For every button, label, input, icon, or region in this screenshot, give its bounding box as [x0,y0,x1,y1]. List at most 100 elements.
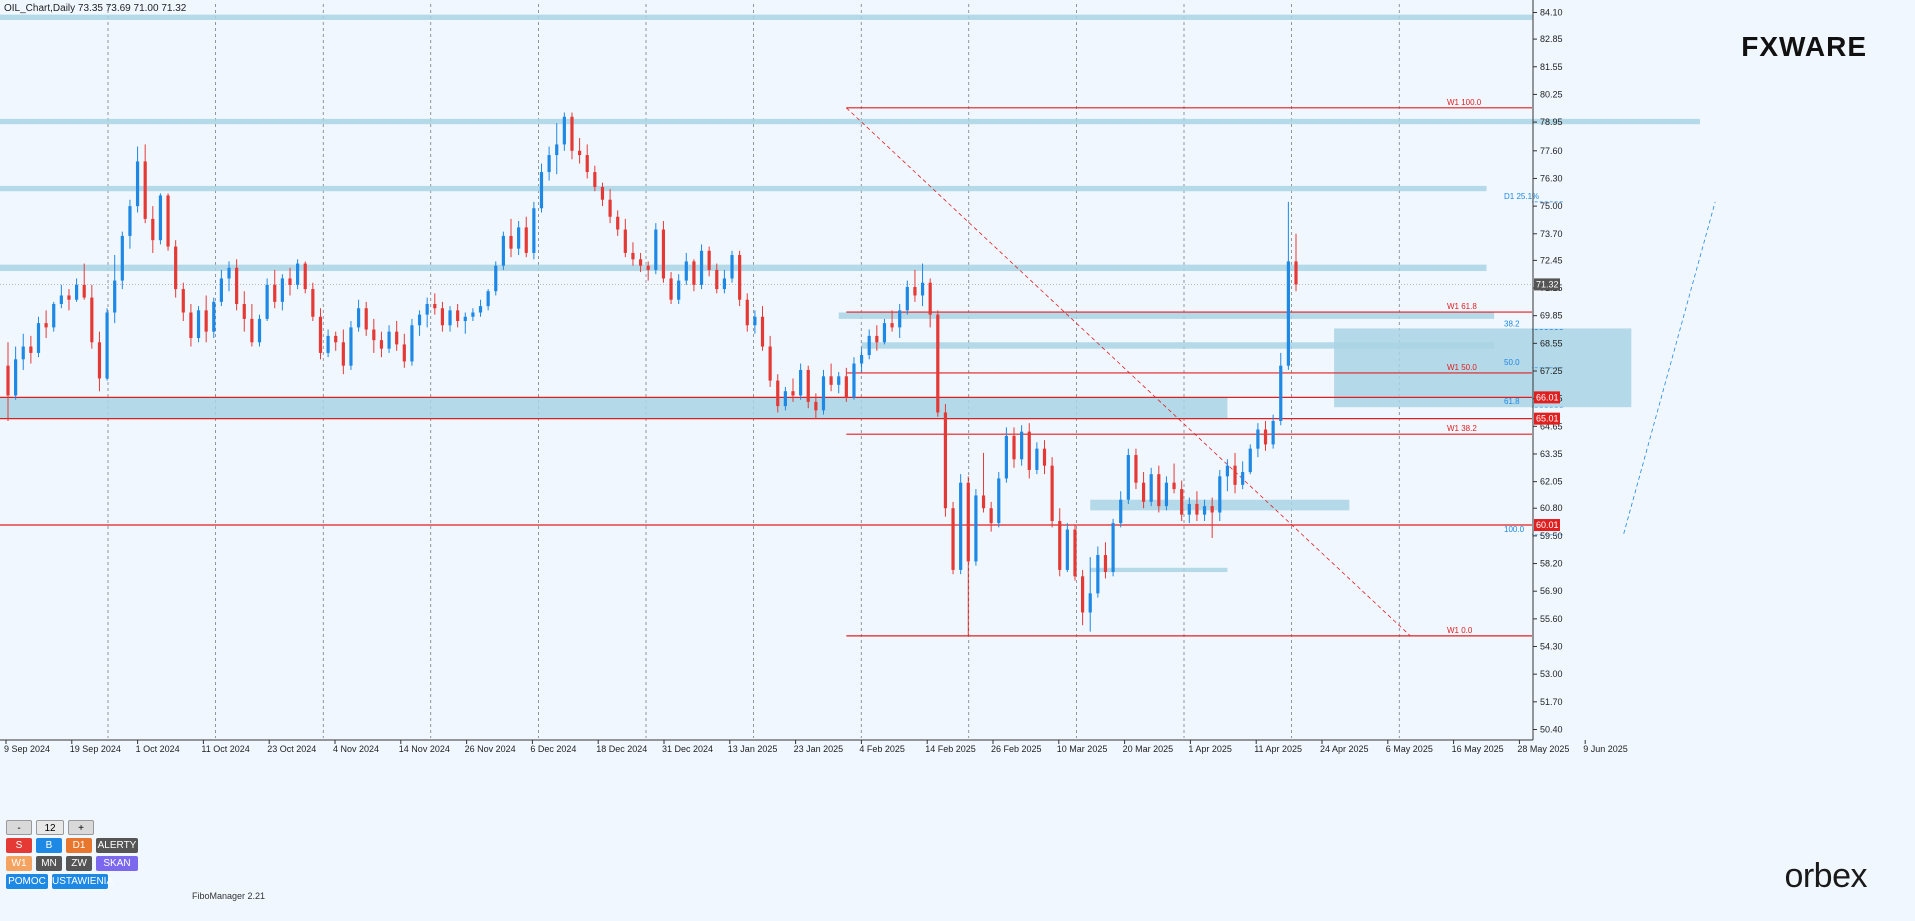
candle-body [859,355,864,364]
y-tick-label: 82.85 [1540,34,1563,44]
settings-button[interactable]: USTAWIENIA [52,874,114,889]
candle-body [783,391,787,407]
y-tick-label: 77.60 [1540,146,1563,156]
candle-body [1218,476,1222,513]
candle-body [1103,555,1108,573]
candle-body [882,323,887,343]
candle [1103,542,1108,579]
scan-button[interactable]: SKAN [96,856,138,871]
candle [417,310,422,336]
mn-button[interactable]: MN [36,856,62,871]
x-tick-label: 31 Dec 2024 [662,744,713,754]
candle-body [547,155,551,173]
candle-body [311,289,315,317]
candle [783,386,787,411]
x-tick-label: 13 Jan 2025 [728,744,778,754]
price-tag-label: 65.01 [1536,414,1559,424]
candle [82,263,86,300]
buy-button[interactable]: B [36,838,62,853]
candle-body [898,310,902,328]
d1-button[interactable]: D1 [66,838,92,853]
x-tick-label: 18 Dec 2024 [596,744,647,754]
candle [166,193,170,251]
candle [212,297,216,339]
candle [1065,523,1069,573]
candle [1210,497,1214,539]
alerts-button[interactable]: ALERTY [96,838,138,853]
candle [837,372,841,394]
candle [1233,452,1237,494]
x-tick-label: 11 Oct 2024 [201,744,249,754]
candle-body [1065,529,1069,570]
x-tick-label: 14 Nov 2024 [399,744,450,754]
y-tick-label: 62.05 [1540,477,1563,487]
candle [585,144,589,179]
fib-d1-label: 38.2 [1504,320,1520,329]
candle [859,348,864,373]
candle [524,216,528,258]
candle-body [1157,474,1161,507]
candle [890,310,894,332]
candle [577,138,582,164]
fib-w1-label: W1 38.2 [1447,424,1477,433]
candle-body [242,303,246,319]
candle [44,310,48,339]
decrement-button[interactable]: - [6,820,32,835]
candle [372,318,376,353]
candle-body [303,263,307,290]
candle [311,282,315,322]
w1-button[interactable]: W1 [6,856,32,871]
y-tick-label: 80.25 [1540,89,1563,99]
candle-body [1004,435,1008,479]
candle-body [1073,529,1077,577]
candle [303,261,307,294]
candle [456,303,460,328]
count-value[interactable]: 12 [36,820,64,835]
candle [174,240,178,298]
candle [97,331,102,392]
candle [501,231,505,270]
zw-button[interactable]: ZW [66,856,92,871]
candle [326,329,330,358]
candle-body [1248,448,1252,473]
y-tick-label: 64.65 [1540,421,1563,431]
candle [257,314,262,347]
candle-body [1263,429,1268,445]
x-tick-label: 6 Dec 2024 [530,744,576,754]
candle [745,293,749,332]
symbol-header: OIL_Chart,Daily 73.35 73.69 71.00 71.32 [4,3,187,14]
candle [638,252,643,273]
candle-body [36,323,41,353]
candle-body [928,282,932,315]
increment-button[interactable]: + [68,820,94,835]
candle-body [638,259,643,266]
candle-body [654,229,658,270]
candle-body [905,286,909,311]
help-button[interactable]: POMOC [6,874,48,889]
zone [0,397,1228,419]
candle [776,374,780,413]
candle [410,318,414,366]
x-tick-label: 10 Mar 2025 [1057,744,1108,754]
candle [1119,491,1123,528]
sell-button[interactable]: S [6,838,32,853]
candle-body [235,267,239,304]
candle-body [608,199,612,217]
candle [1050,457,1054,528]
candle [379,331,384,358]
candle-body [212,301,216,332]
candle-body [456,310,460,322]
candle-body [417,314,422,326]
candle [623,218,627,258]
level-lines: W1 100.0 W1 61.8 W1 50.0 W1 38.2 W1 0.0 D1 25… [0,98,1716,637]
y-tick-label: 78.95 [1540,117,1563,127]
candle [1164,476,1169,511]
candle [1180,480,1184,521]
candle [265,278,269,322]
candle [1241,461,1245,490]
candle-body [570,116,574,151]
candle [494,261,498,296]
candle-body [806,369,810,402]
x-tick-label: 4 Nov 2024 [333,744,379,754]
